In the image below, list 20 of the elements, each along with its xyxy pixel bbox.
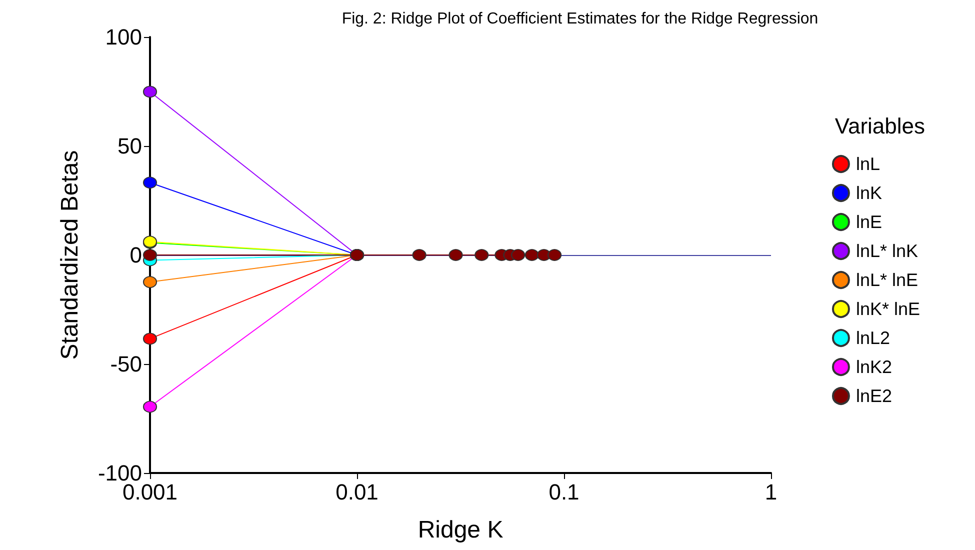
- y-tick-label: -50: [110, 352, 142, 376]
- x-tick-label: 0.01: [336, 480, 378, 504]
- legend-label: lnE2: [856, 386, 892, 406]
- legend-label: lnE: [856, 212, 882, 232]
- legend-label: lnK2: [856, 357, 892, 377]
- legend-label: lnL* lnK: [856, 241, 918, 261]
- legend-label: lnL* lnE: [856, 270, 918, 290]
- legend-label: lnK: [856, 183, 882, 203]
- x-tick-label: 0.1: [548, 480, 580, 504]
- y-axis-title: Standardized Betas: [56, 150, 84, 360]
- legend-label: lnK* lnE: [856, 299, 920, 319]
- chart-title: Fig. 2: Ridge Plot of Coefficient Estimates for the Ridge Regression: [342, 10, 818, 28]
- y-tick-label: 50: [118, 134, 142, 158]
- x-axis-title: Ridge K: [418, 516, 504, 544]
- legend-label: lnL2: [856, 328, 890, 348]
- y-tick-label: 0: [130, 242, 142, 268]
- x-tick-label: 1: [764, 480, 778, 504]
- legend-label: lnL: [856, 154, 880, 174]
- legend-title: Variables: [834, 114, 926, 138]
- y-tick-label: 100: [105, 24, 142, 50]
